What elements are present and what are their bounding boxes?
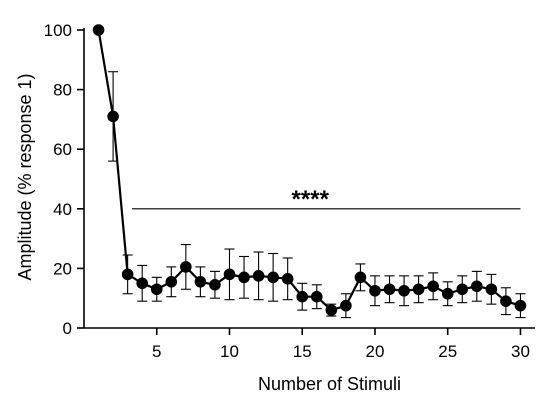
data-point <box>325 304 338 316</box>
x-tick-label: 20 <box>366 342 385 361</box>
data-point <box>296 290 309 303</box>
y-tick-label: 20 <box>53 259 72 278</box>
plot-area <box>92 24 527 319</box>
y-tick-label: 0 <box>63 319 72 338</box>
y-ticks: 0 20 40 60 80 100 <box>44 21 84 338</box>
data-point <box>383 283 396 296</box>
data-point <box>514 299 527 312</box>
data-point <box>92 24 105 36</box>
data-point <box>238 271 250 284</box>
data-point <box>194 276 207 288</box>
data-point <box>180 261 192 273</box>
y-tick-label: 60 <box>53 140 72 159</box>
data-point <box>223 268 236 281</box>
data-point <box>252 270 265 282</box>
y-tick-label: 40 <box>53 200 72 219</box>
x-tick-label: 25 <box>438 342 457 361</box>
data-point <box>485 283 498 296</box>
x-tick-label: 10 <box>220 342 239 361</box>
data-point <box>456 283 469 296</box>
data-point <box>281 273 294 285</box>
y-tick-label: 80 <box>53 81 72 100</box>
series-line <box>97 29 521 312</box>
data-point <box>441 287 454 300</box>
x-ticks: 5 10 15 20 25 30 <box>152 328 530 361</box>
data-point <box>150 283 163 296</box>
significance-label: **** <box>292 186 330 213</box>
data-point <box>136 277 148 290</box>
data-point <box>121 268 134 281</box>
data-point <box>412 283 425 296</box>
axes: 0 20 40 60 80 100 5 10 15 20 25 30 <box>44 21 535 361</box>
data-point <box>500 295 512 307</box>
x-axis-title: Number of Stimuli <box>258 374 401 394</box>
y-tick-label: 100 <box>44 21 72 40</box>
data-point <box>107 110 119 123</box>
y-axis-title: Amplitude (% response 1) <box>15 73 35 280</box>
data-point <box>398 284 410 297</box>
data-point <box>354 271 367 284</box>
data-point <box>340 299 352 312</box>
x-tick-label: 30 <box>511 342 530 361</box>
data-point <box>369 284 381 297</box>
data-point <box>471 280 483 293</box>
significance-annotation: **** <box>132 186 521 213</box>
x-tick-label: 15 <box>293 342 312 361</box>
data-point <box>165 276 178 288</box>
data-point <box>209 278 221 291</box>
data-point <box>267 271 279 284</box>
data-point <box>427 280 439 293</box>
data-point <box>310 290 323 303</box>
x-tick-label: 5 <box>152 342 161 361</box>
